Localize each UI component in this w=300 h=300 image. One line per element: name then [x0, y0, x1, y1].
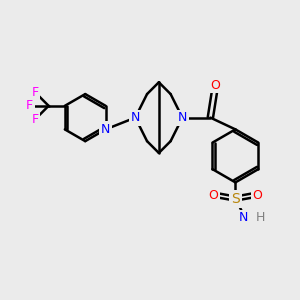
Text: O: O: [210, 79, 220, 92]
Text: N: N: [178, 111, 187, 124]
Text: F: F: [32, 112, 39, 126]
Text: O: O: [253, 189, 262, 202]
Text: H: H: [256, 211, 265, 224]
Text: N: N: [239, 211, 248, 224]
Text: N: N: [101, 123, 110, 136]
Text: F: F: [32, 86, 39, 99]
Text: O: O: [208, 189, 218, 202]
Text: N: N: [130, 111, 140, 124]
Text: F: F: [26, 99, 33, 112]
Text: S: S: [231, 192, 240, 206]
